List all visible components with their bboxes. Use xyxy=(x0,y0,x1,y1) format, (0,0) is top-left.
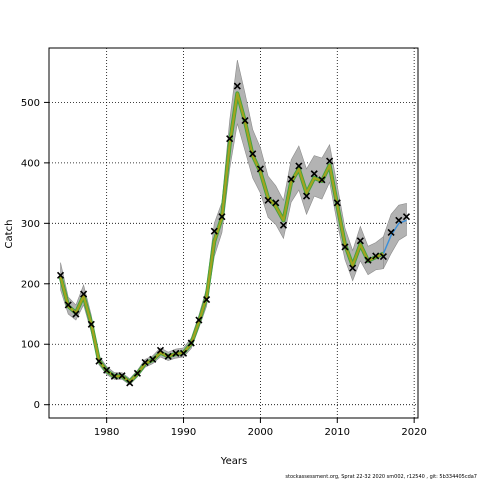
estimate-line xyxy=(59,92,384,383)
observed-point xyxy=(295,162,303,170)
x-axis: 1980 1990 2000 2010 2020 xyxy=(94,418,427,438)
observed-point xyxy=(195,316,203,324)
observed-point xyxy=(302,192,311,200)
plot-frame xyxy=(48,47,419,419)
footer-credit: stockassessment.org, Sprat 22-32 2020 sm… xyxy=(285,474,477,480)
observed-point xyxy=(187,339,195,347)
observed-point xyxy=(333,199,341,207)
x-tick-label: 2020 xyxy=(401,427,426,438)
y-tick-label: 500 xyxy=(21,98,40,109)
estimate-line-outline xyxy=(58,91,385,384)
observed-point xyxy=(241,116,249,125)
observed-point xyxy=(95,357,103,365)
observed-point xyxy=(156,346,165,354)
y-axis: 0 100 200 300 400 500 xyxy=(21,98,49,411)
y-tick-label: 0 xyxy=(34,400,40,411)
x-axis-title: Years xyxy=(220,456,247,467)
observed-markers xyxy=(56,82,411,387)
observed-point xyxy=(318,176,326,184)
x-tick-label: 1980 xyxy=(94,427,119,438)
observed-point xyxy=(356,237,364,245)
y-tick-label: 400 xyxy=(21,158,40,169)
observed-point xyxy=(226,135,234,143)
observed-point xyxy=(218,213,226,221)
observed-point xyxy=(203,295,211,304)
observed-point xyxy=(395,216,403,224)
observed-point xyxy=(56,271,65,279)
x-tick-label: 2000 xyxy=(248,427,273,438)
observed-point xyxy=(126,379,134,387)
observed-point xyxy=(172,349,180,357)
observed-point xyxy=(379,253,387,261)
observed-point xyxy=(341,243,349,251)
observed-point xyxy=(64,301,72,309)
observed-point xyxy=(249,150,257,158)
observed-point xyxy=(141,358,149,366)
observed-point xyxy=(372,252,380,260)
observed-point xyxy=(310,170,318,178)
observed-point xyxy=(326,157,334,165)
observed-point xyxy=(164,352,172,360)
observed-point xyxy=(87,320,95,328)
y-tick-label: 100 xyxy=(21,340,40,351)
observed-point xyxy=(256,165,264,173)
observed-point xyxy=(110,372,118,380)
observed-point xyxy=(233,82,241,90)
observed-point xyxy=(364,256,372,264)
observed-point xyxy=(149,355,157,363)
observed-point xyxy=(272,199,280,207)
observed-point xyxy=(210,227,218,235)
observed-point xyxy=(179,349,188,357)
y-tick-label: 300 xyxy=(21,219,40,230)
observed-point xyxy=(402,213,411,221)
observed-point xyxy=(287,175,295,183)
x-tick-label: 1990 xyxy=(171,427,196,438)
observed-point xyxy=(264,196,272,204)
observed-point xyxy=(387,228,395,236)
y-tick-label: 200 xyxy=(21,279,40,290)
observed-point xyxy=(133,369,141,377)
observed-point xyxy=(103,366,111,374)
observed-point xyxy=(279,221,288,229)
observed-point xyxy=(72,310,80,318)
forecast-band xyxy=(383,203,407,269)
x-tick-label: 2010 xyxy=(325,427,350,438)
observed-point xyxy=(118,372,126,380)
observed-point xyxy=(349,264,357,272)
forecast-line xyxy=(382,219,407,254)
y-axis-title: Catch xyxy=(4,220,15,249)
observed-point xyxy=(80,290,88,298)
